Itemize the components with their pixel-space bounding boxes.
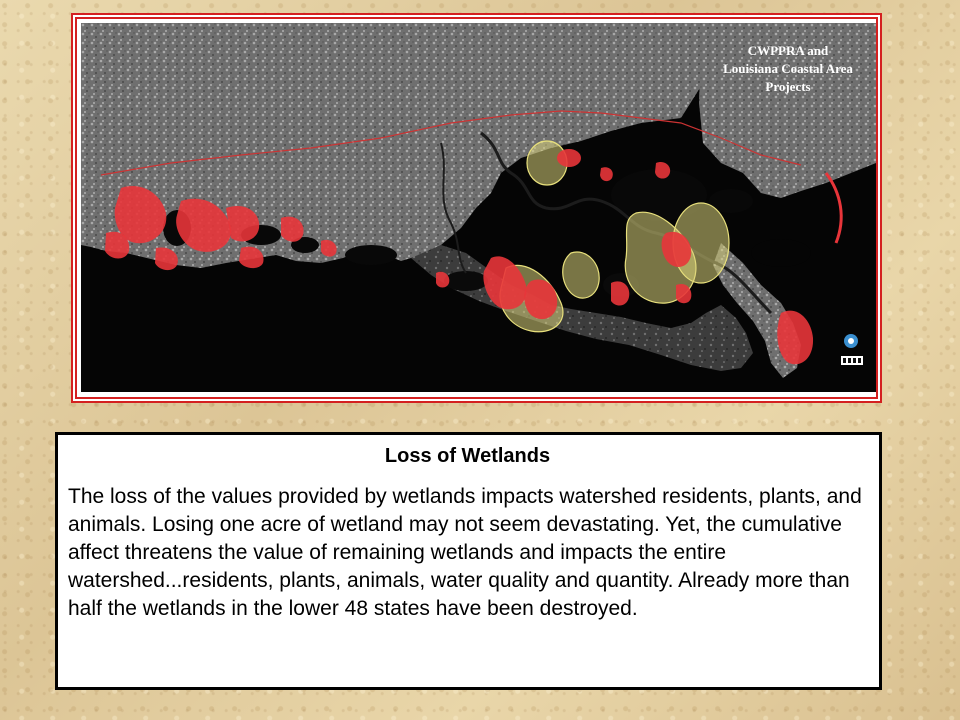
map-title-line-3: Projects [765, 79, 810, 94]
lake-pontchartrain [611, 169, 707, 221]
info-title: Loss of Wetlands [384, 445, 551, 467]
wetlands-map: CWPPRA and Louisiana Coastal Area Projec… [81, 23, 876, 392]
breton-sound [751, 239, 811, 267]
agency-seal-icon [844, 334, 858, 348]
map-frame: CWPPRA and Louisiana Coastal Area Projec… [71, 13, 882, 403]
vermilion-bay [345, 245, 397, 265]
info-box: Loss of Wetlands The loss of the values … [55, 432, 882, 690]
info-body: The loss of the values provided by wetla… [68, 485, 862, 620]
eastern-land [699, 23, 876, 198]
map-title-line-2: Louisiana Coastal Area [723, 61, 853, 76]
map-title-line-1: CWPPRA and [748, 43, 829, 58]
atchafalaya-bay [444, 271, 488, 291]
lake-borgne [709, 189, 753, 213]
usgs-logo-icon [841, 356, 863, 365]
coastal-zone-boundary [100, 110, 802, 176]
map-title: CWPPRA and Louisiana Coastal Area Projec… [723, 43, 853, 94]
atchafalaya-river [440, 142, 467, 274]
cwppra-project-areas [105, 149, 814, 365]
eastern-project-arc [824, 172, 843, 244]
grand-lake [291, 237, 319, 253]
